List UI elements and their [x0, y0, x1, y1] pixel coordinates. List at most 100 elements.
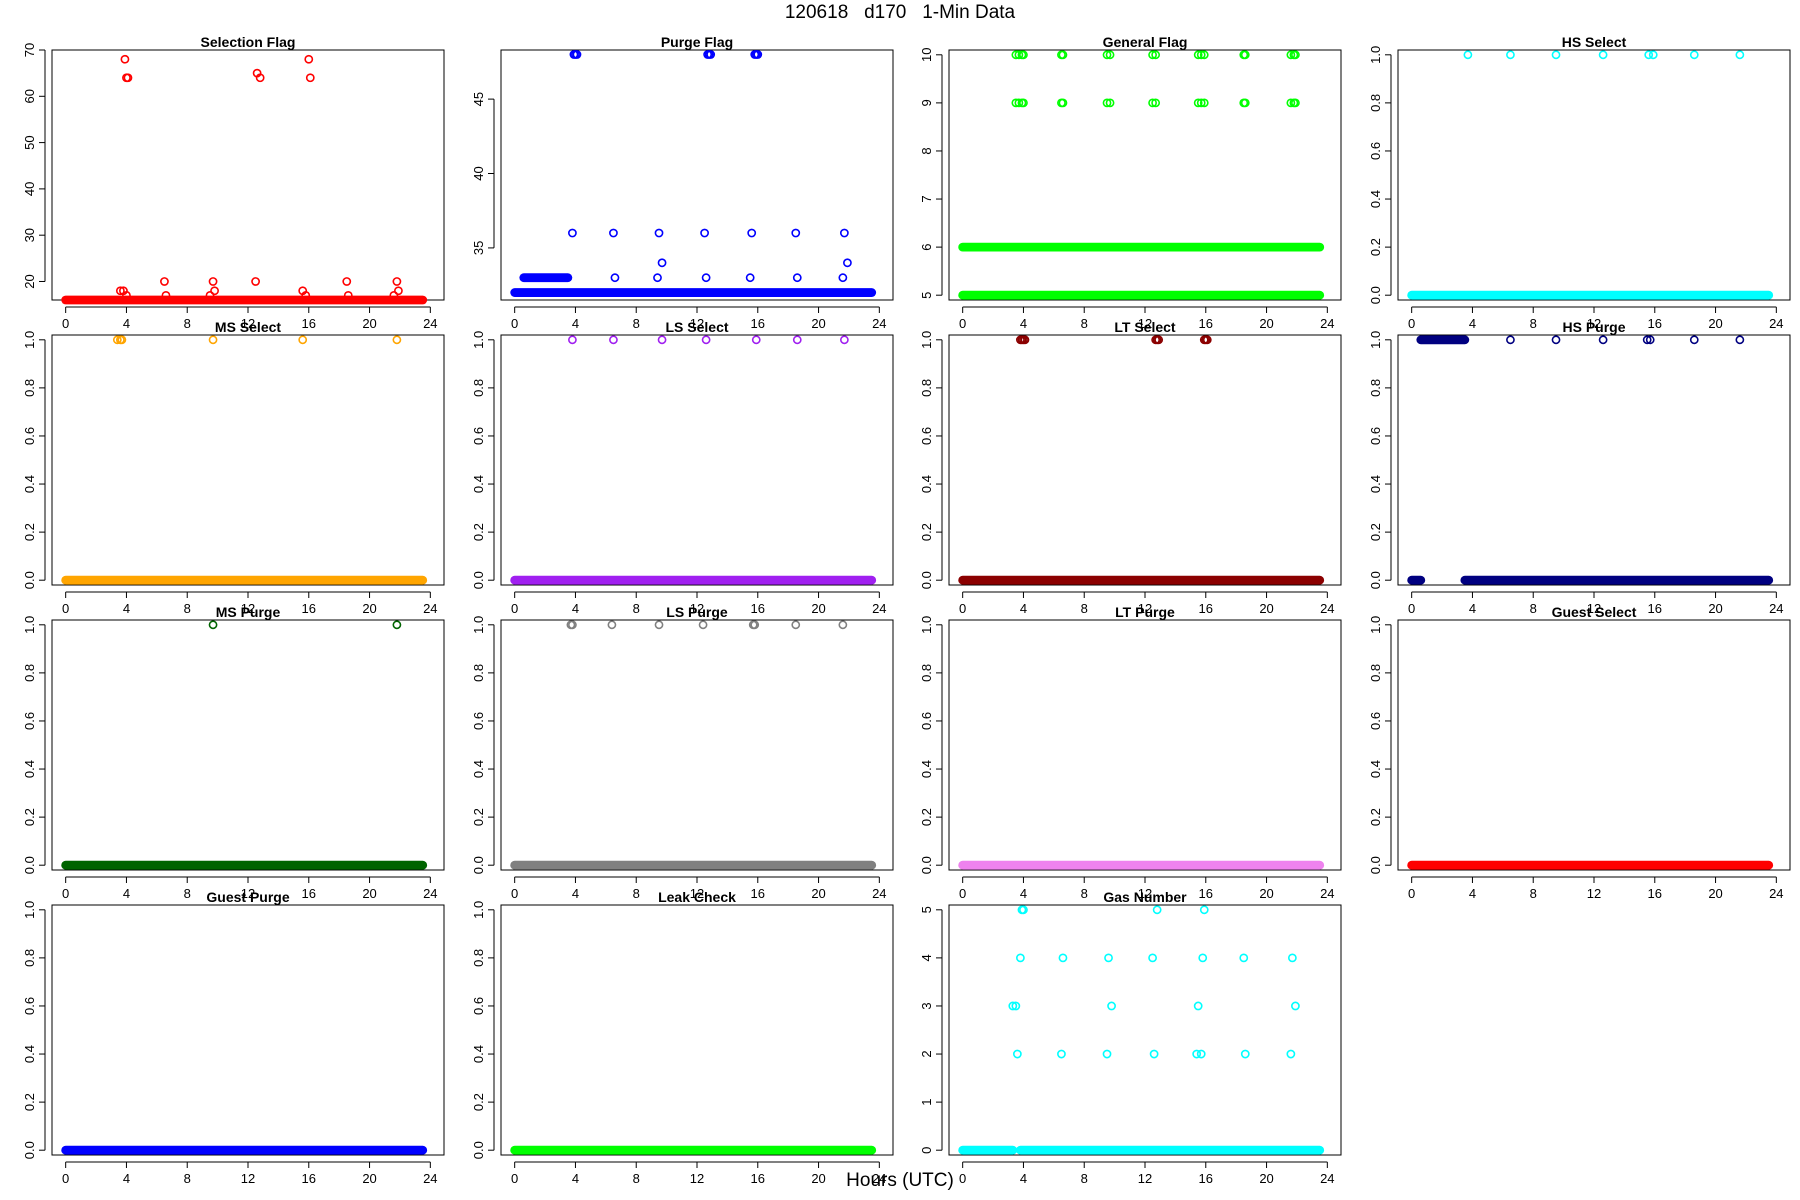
panel-lt-purge: LT Purge 0 4 8 12 16 20 24 0.0 0.2 0.4 0.6 0.8 1.0 [919, 604, 1342, 901]
y-tick-label: 0.0 [22, 856, 37, 874]
x-tick-label: 4 [1020, 316, 1027, 331]
data-point [392, 277, 402, 286]
x-tick-label: 24 [1769, 316, 1783, 331]
y-tick-label: 0.0 [471, 856, 486, 874]
data-point [610, 273, 620, 283]
x-tick-label: 4 [572, 1171, 579, 1186]
y-tick-label: 0 [919, 1147, 934, 1154]
y-tick-label: 1.0 [471, 901, 486, 919]
x-tick-label: 16 [1199, 886, 1213, 901]
y-tick-label: 1.0 [471, 616, 486, 634]
x-tick-label: 16 [302, 316, 316, 331]
x-tick-label: 16 [1648, 601, 1662, 616]
data-point [208, 620, 218, 630]
y-tick-label: 1.0 [919, 331, 934, 349]
y-tick-label: 7 [919, 195, 934, 202]
y-tick-label: 0.6 [22, 997, 37, 1015]
x-tick-label: 24 [423, 886, 437, 901]
x-tick-label: 8 [1530, 886, 1537, 901]
panel-lt-select: LT Select 0 4 8 12 16 20 24 0.0 0.2 0.4 0.6 0.8 1.0 [919, 319, 1342, 616]
data-point [392, 620, 402, 630]
panel-title: Selection Flag [201, 34, 296, 50]
x-tick-label: 4 [123, 1171, 130, 1186]
data-point [1107, 1001, 1116, 1011]
y-tick-label: 0.4 [471, 475, 486, 493]
y-tick-label: 20 [22, 274, 37, 288]
y-tick-label: 70 [22, 43, 37, 57]
y-tick-label: 0.6 [471, 712, 486, 730]
data-point [568, 620, 577, 630]
y-tick-label: 1.0 [22, 331, 37, 349]
y-tick-label: 6 [919, 243, 934, 250]
panel-title: MS Select [215, 319, 281, 335]
y-tick-label: 0.0 [22, 571, 37, 589]
data-point [609, 228, 618, 238]
x-tick-label: 20 [811, 601, 825, 616]
x-tick-label: 4 [572, 316, 579, 331]
x-tick-label: 24 [1320, 1171, 1334, 1186]
data-point [392, 335, 402, 345]
y-tick-label: 0.0 [1368, 571, 1383, 589]
x-tick-label: 12 [1587, 886, 1601, 901]
x-tick-label: 12 [1587, 601, 1601, 616]
data-point [653, 273, 662, 283]
data-point [654, 228, 664, 238]
data-point [1286, 1049, 1296, 1059]
data-point [123, 73, 133, 83]
x-tick-label: 20 [1708, 316, 1722, 331]
x-tick-label: 12 [1138, 601, 1152, 616]
data-point [1735, 50, 1745, 60]
data-point [698, 620, 708, 630]
data-point [747, 228, 757, 238]
x-tick-label: 20 [811, 886, 825, 901]
x-tick-label: 0 [511, 1171, 518, 1186]
data-point [572, 50, 582, 59]
data-point [1463, 50, 1473, 60]
x-tick-label: 20 [811, 316, 825, 331]
x-tick-label: 0 [511, 316, 518, 331]
data-point [304, 54, 314, 64]
plot-frame [500, 904, 894, 1156]
y-tick-label: 0.0 [22, 1141, 37, 1159]
data-point [298, 335, 308, 345]
plot-frame [1397, 334, 1791, 586]
data-point [1642, 335, 1652, 345]
y-tick-label: 1 [919, 1098, 934, 1105]
x-tick-label: 16 [1199, 316, 1213, 331]
y-tick-label: 0.6 [22, 427, 37, 445]
y-tick-label: 0.2 [919, 523, 934, 541]
y-tick-label: 4 [919, 954, 934, 961]
y-tick-label: 1.0 [22, 901, 37, 919]
data-point [115, 286, 125, 296]
data-point [389, 290, 399, 300]
x-tick-label: 0 [62, 886, 69, 901]
x-tick-label: 20 [1708, 886, 1722, 901]
data-point [1192, 1049, 1202, 1059]
x-tick-label: 12 [241, 316, 255, 331]
data-point [1291, 50, 1300, 60]
y-tick-label: 0.4 [1368, 190, 1383, 208]
plot-frame [948, 619, 1342, 871]
x-tick-label: 8 [633, 316, 640, 331]
data-point [1019, 50, 1028, 60]
y-tick-label: 35 [471, 241, 486, 255]
y-tick-label: 0.6 [1368, 142, 1383, 160]
y-tick-label: 0.8 [22, 664, 37, 682]
y-tick-label: 0.4 [471, 1045, 486, 1063]
x-tick-label: 16 [302, 1171, 316, 1186]
x-tick-label: 12 [1138, 886, 1152, 901]
x-tick-label: 0 [511, 886, 518, 901]
x-tick-label: 12 [241, 1171, 255, 1186]
data-point [1019, 905, 1028, 915]
panel-title: LS Select [665, 319, 728, 335]
data-point [112, 335, 122, 345]
data-point [1102, 98, 1112, 108]
y-tick-label: 9 [919, 99, 934, 106]
panel-title: MS Purge [216, 604, 281, 620]
y-tick-label: 0.2 [1368, 808, 1383, 826]
y-tick-label: 40 [471, 166, 486, 180]
panel-title: LT Select [1114, 319, 1176, 335]
x-tick-label: 24 [423, 316, 437, 331]
x-tick-label: 16 [1199, 1171, 1213, 1186]
x-tick-label: 12 [241, 601, 255, 616]
